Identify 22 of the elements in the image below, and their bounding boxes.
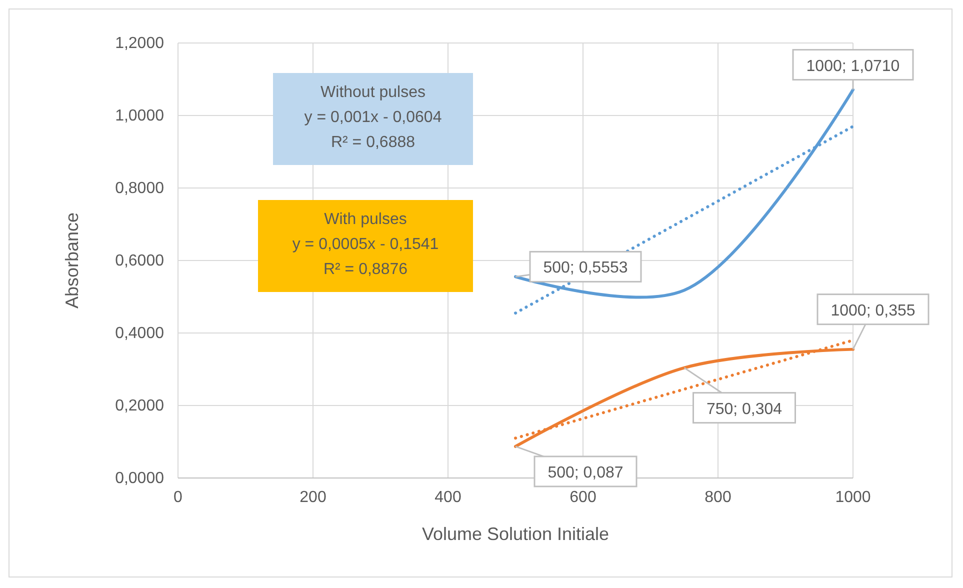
annotation: 500; 0,5553 (543, 260, 628, 277)
x-tick-label: 600 (570, 489, 596, 506)
annotation: Without pulses y = 0,001x - 0,0604 R² = 0,6888 (304, 84, 442, 151)
x-tick-label: 400 (434, 489, 462, 506)
y-tick-label: 0,8000 (115, 180, 164, 197)
annotation: With pulses y = 0,0005x - 0,1541 R² = 0,8876 (292, 211, 439, 278)
y-tick-label: 0,6000 (115, 252, 164, 270)
y-axis-title: Absorbance (62, 212, 82, 309)
annotation: 1000; 0,355 (830, 302, 916, 320)
y-tick-label: 1,2000 (115, 35, 164, 52)
x-tick-label: 800 (704, 489, 732, 506)
y-tick-label: 0,4000 (115, 325, 164, 342)
y-tick-label: 0,2000 (115, 398, 164, 414)
x-tick-label: 0 (174, 489, 183, 506)
annotation: 750; 0,304 (706, 400, 782, 418)
y-tick-label: 0,0000 (115, 470, 164, 487)
x-tick-label: 200 (300, 489, 326, 506)
annotation: 1000; 1,0710 (806, 58, 900, 75)
x-axis-title: Volume Solution Initiale (422, 524, 610, 544)
x-tick-label: 1000 (835, 489, 871, 506)
y-tick-label: 1,0000 (115, 108, 164, 124)
annotation: 500; 0,087 (548, 464, 624, 482)
